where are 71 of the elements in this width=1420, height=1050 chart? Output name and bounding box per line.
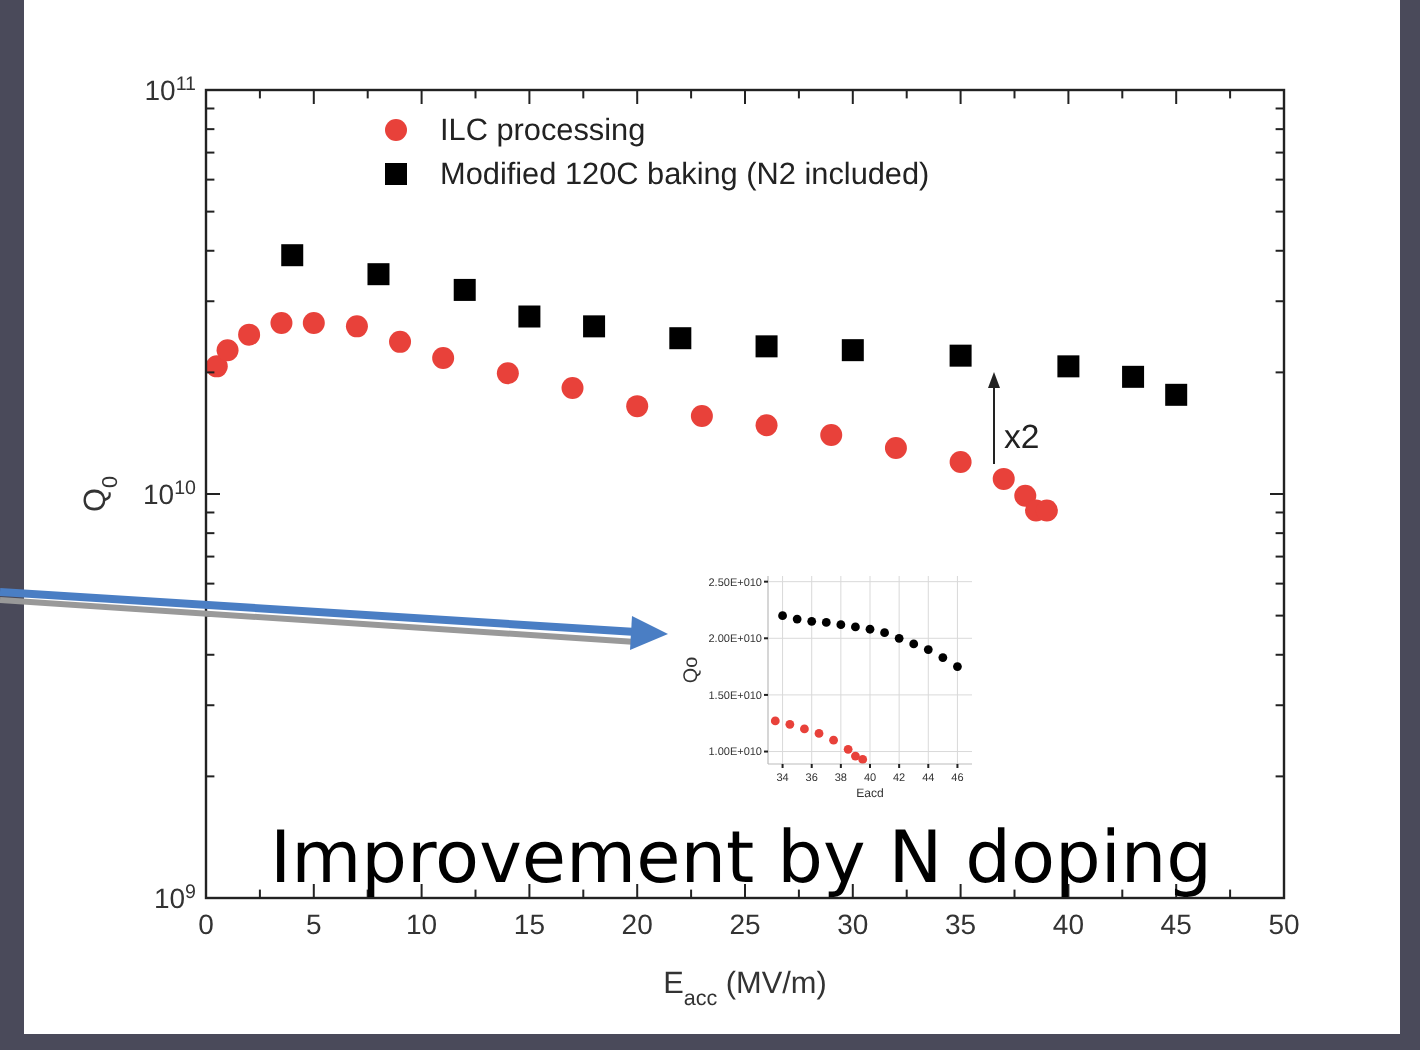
point bbox=[367, 263, 390, 286]
point bbox=[807, 616, 817, 626]
point bbox=[820, 423, 843, 446]
legend-label: ILC processing bbox=[440, 114, 646, 148]
point bbox=[205, 355, 228, 378]
point bbox=[858, 755, 868, 764]
point bbox=[216, 339, 239, 362]
point bbox=[238, 323, 261, 346]
point bbox=[270, 312, 293, 335]
point bbox=[865, 624, 875, 634]
point bbox=[894, 633, 904, 643]
point bbox=[938, 653, 948, 662]
x-tick-label: 40 bbox=[1052, 908, 1085, 940]
y-axis-title: Qo bbox=[680, 655, 703, 684]
point bbox=[909, 639, 919, 649]
point bbox=[949, 451, 972, 474]
x-tick-label: 20 bbox=[621, 908, 654, 940]
point bbox=[302, 312, 325, 335]
point bbox=[851, 751, 860, 761]
x-tick-label: 10 bbox=[406, 908, 438, 940]
x-tick-label: 30 bbox=[837, 908, 869, 940]
x-tick-label: 15 bbox=[513, 908, 546, 940]
point bbox=[281, 244, 304, 267]
point bbox=[884, 436, 907, 459]
y-tick-label: 10$^{11}$ bbox=[144, 72, 196, 106]
point bbox=[841, 339, 864, 362]
point bbox=[880, 628, 889, 638]
point bbox=[496, 362, 519, 385]
point bbox=[755, 414, 778, 437]
point bbox=[583, 315, 606, 338]
point bbox=[923, 645, 933, 655]
point bbox=[1014, 484, 1037, 507]
annotation: x2 bbox=[1004, 418, 1040, 456]
x-tick-label: 0 bbox=[198, 908, 215, 940]
point bbox=[626, 395, 649, 418]
point bbox=[669, 327, 692, 350]
point bbox=[829, 735, 838, 745]
point bbox=[949, 344, 972, 367]
point bbox=[992, 467, 1015, 490]
point bbox=[1165, 383, 1188, 406]
point bbox=[792, 614, 802, 624]
annotation: Improvement by N doping bbox=[270, 818, 1212, 900]
x-tick-label: 35 bbox=[945, 908, 977, 940]
x-tick-label: 25 bbox=[729, 908, 761, 940]
point bbox=[843, 744, 853, 754]
point bbox=[561, 376, 584, 399]
x-tick-label: 50 bbox=[1268, 908, 1300, 940]
x-tick-label: 45 bbox=[1160, 908, 1193, 940]
x-tick-label: 5 bbox=[306, 908, 322, 940]
point bbox=[1122, 365, 1145, 388]
y-tick-label: 10$^{10}$ bbox=[143, 476, 198, 510]
point bbox=[518, 305, 541, 328]
point bbox=[821, 618, 831, 627]
point bbox=[770, 716, 780, 726]
point bbox=[389, 330, 412, 353]
point bbox=[785, 719, 795, 729]
point bbox=[432, 347, 455, 370]
point bbox=[345, 315, 368, 338]
point bbox=[755, 335, 778, 358]
legend-label: Modified 120C baking (N2 included) bbox=[440, 158, 930, 192]
point bbox=[836, 620, 846, 630]
point bbox=[1057, 355, 1080, 378]
point bbox=[690, 404, 713, 427]
y-tick-label: 10$^{9}$ bbox=[153, 880, 196, 914]
point bbox=[851, 622, 860, 632]
point bbox=[800, 724, 809, 734]
x-axis-title: E$_{acc}$ (MV/m) bbox=[663, 967, 827, 1012]
point bbox=[814, 729, 824, 738]
point bbox=[953, 662, 962, 671]
point bbox=[778, 611, 787, 621]
point bbox=[453, 278, 476, 301]
